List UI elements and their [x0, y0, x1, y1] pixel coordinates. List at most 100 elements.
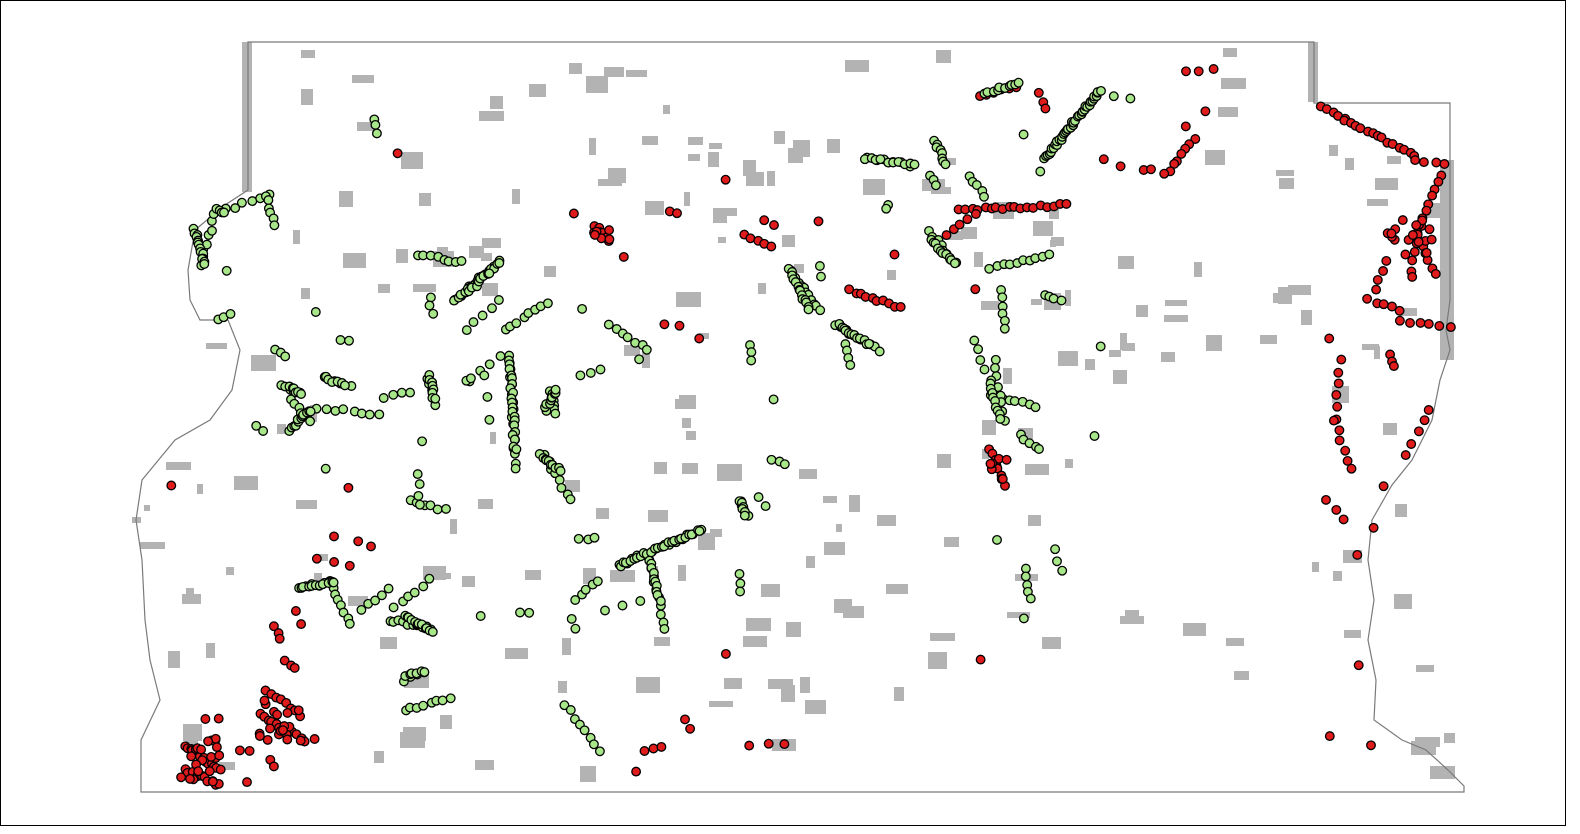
site-point-green: [579, 725, 590, 736]
land-cover-patch: [937, 454, 951, 468]
land-cover-patch: [944, 537, 959, 547]
site-point-green: [305, 416, 316, 427]
site-point-green: [997, 292, 1008, 303]
land-cover-patch: [843, 606, 864, 618]
land-cover-patch: [1109, 350, 1121, 357]
land-cover-patch: [1136, 305, 1148, 317]
land-cover-patch: [374, 751, 384, 763]
land-cover-patch: [682, 463, 698, 474]
land-cover-patch: [1416, 665, 1434, 672]
site-point-red: [962, 214, 973, 225]
site-point-green: [418, 581, 429, 592]
land-cover-patch: [419, 193, 431, 206]
site-point-red: [329, 557, 340, 567]
land-cover-patch: [206, 643, 215, 658]
site-point-green: [577, 303, 588, 314]
land-cover-patch: [645, 201, 664, 215]
site-point-green: [949, 258, 960, 269]
land-cover-patch: [698, 533, 715, 550]
site-point-green: [990, 362, 1000, 373]
site-point-green: [600, 605, 610, 616]
site-point-red: [186, 751, 197, 762]
site-point-red: [744, 740, 755, 751]
site-point-red: [176, 772, 187, 783]
land-cover-patch: [512, 189, 520, 204]
site-point-green: [371, 128, 382, 139]
site-point-green: [456, 256, 467, 266]
land-cover-patch: [688, 154, 700, 161]
site-point-green: [370, 119, 381, 130]
land-cover-patch: [1221, 78, 1246, 89]
site-point-red: [1346, 463, 1357, 474]
site-point-green: [940, 159, 951, 170]
land-cover-patch: [1329, 145, 1338, 156]
site-point-green: [979, 364, 990, 375]
site-point-red: [1001, 454, 1012, 465]
site-point-green: [376, 590, 387, 601]
site-point-red: [1033, 87, 1044, 98]
site-point-green: [768, 394, 779, 405]
land-cover-patch: [413, 284, 436, 292]
site-point-green: [280, 351, 291, 362]
land-cover-patch: [1164, 315, 1188, 322]
site-point-red: [196, 744, 207, 755]
site-point-green: [465, 373, 476, 384]
site-point-red: [1410, 155, 1421, 166]
land-cover-patch: [1042, 637, 1061, 649]
site-point-red: [1378, 266, 1389, 276]
land-cover-patch: [1345, 158, 1354, 170]
site-point-green: [971, 180, 982, 190]
site-point-red: [1386, 228, 1397, 239]
land-cover-patch: [1400, 308, 1417, 316]
site-point-red: [1334, 435, 1345, 446]
site-point-green: [269, 220, 280, 231]
site-point-red: [975, 654, 986, 665]
site-point-red: [1434, 320, 1445, 331]
land-cover-patch: [1226, 638, 1244, 646]
site-point-green: [258, 426, 269, 436]
site-point-green: [417, 436, 428, 447]
site-point-green: [441, 503, 451, 514]
site-point-red: [970, 284, 981, 295]
land-cover-patch: [525, 570, 541, 580]
land-cover-patch: [219, 762, 235, 770]
site-point-green: [565, 705, 576, 715]
land-cover-patch: [713, 208, 727, 223]
site-point-red: [1169, 158, 1180, 169]
site-point-red: [329, 531, 339, 542]
land-cover-patch: [1395, 504, 1407, 517]
site-point-red: [954, 219, 965, 230]
land-cover-patch: [626, 70, 647, 77]
land-cover-patch: [726, 208, 737, 216]
land-cover-patch: [348, 596, 368, 606]
site-point-red: [293, 705, 304, 716]
land-cover-patch: [1194, 262, 1202, 277]
site-point-red: [268, 761, 279, 772]
site-point-red: [779, 739, 790, 750]
site-point-green: [305, 406, 316, 417]
land-cover-patch: [1312, 562, 1319, 572]
site-point-green: [973, 344, 984, 355]
site-point-green: [251, 420, 262, 431]
land-cover-patch: [1279, 178, 1294, 189]
site-point-red: [1362, 293, 1373, 304]
land-cover-patch: [877, 515, 896, 526]
site-point-green: [580, 584, 591, 595]
land-cover-patch: [686, 431, 696, 440]
site-point-green: [330, 405, 341, 416]
land-cover-patch: [1113, 370, 1127, 384]
site-point-green: [511, 318, 522, 329]
land-cover-patch: [931, 187, 951, 194]
land-cover-patch: [654, 462, 667, 474]
land-cover-patch: [197, 484, 203, 494]
land-cover-patch: [1058, 351, 1078, 366]
site-point-green: [419, 667, 430, 678]
site-point-red: [1328, 415, 1339, 426]
land-cover-patch: [823, 496, 837, 503]
land-cover-patch: [886, 584, 908, 594]
land-cover-patch: [1362, 344, 1379, 350]
site-point-green: [595, 364, 606, 375]
land-cover-patch: [676, 292, 701, 307]
land-cover-patch: [624, 345, 640, 356]
site-point-green: [221, 265, 232, 276]
